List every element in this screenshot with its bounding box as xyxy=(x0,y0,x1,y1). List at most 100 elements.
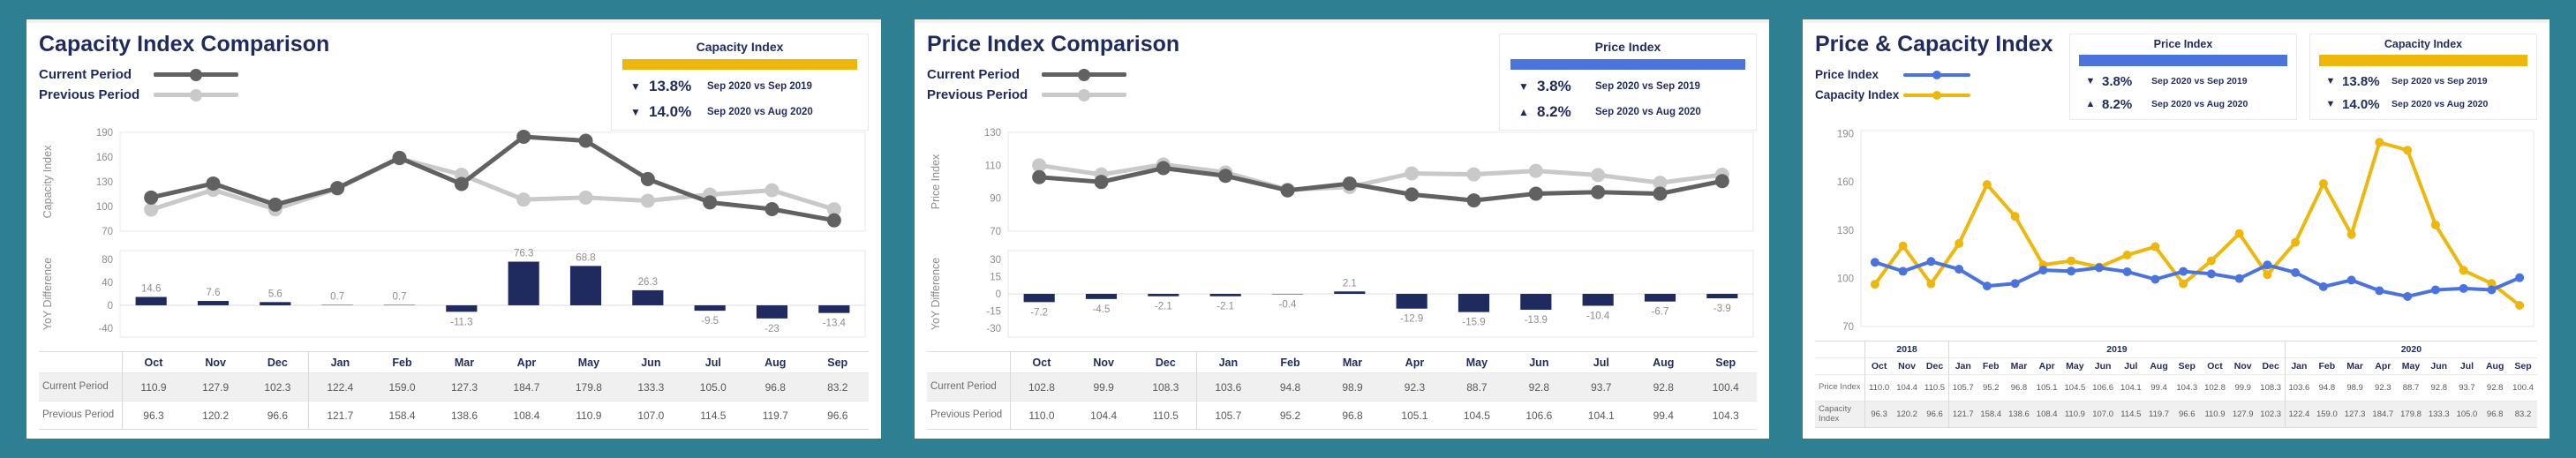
data-point-marker[interactable] xyxy=(765,201,780,216)
kpi-card-price-index[interactable]: Price Index ▼ 3.8% Sep 2020 vs Sep 2019 … xyxy=(1499,34,1757,131)
data-point-marker[interactable] xyxy=(1653,176,1668,191)
data-point-marker[interactable] xyxy=(2150,274,2160,284)
kpi-card-capacity-index[interactable]: Capacity Index ▼ 13.8% Sep 2020 vs Sep 2… xyxy=(2309,34,2537,120)
data-point-marker[interactable] xyxy=(2459,266,2468,275)
data-point-marker[interactable] xyxy=(2094,263,2104,273)
bar[interactable] xyxy=(1209,294,1241,297)
data-point-marker[interactable] xyxy=(2375,138,2384,147)
capacity-yoy-bar-chart[interactable]: 80 40 0 -40 YoY Difference 14.6 7.6 5.6 0.7 0.7 -1… xyxy=(39,244,869,348)
data-point-marker[interactable] xyxy=(640,193,655,208)
data-point-marker[interactable] xyxy=(2318,282,2328,291)
line-series-current-period[interactable] xyxy=(144,129,841,228)
data-point-marker[interactable] xyxy=(2150,242,2160,252)
bar[interactable] xyxy=(632,289,664,305)
data-point-marker[interactable] xyxy=(2291,267,2301,277)
data-point-marker[interactable] xyxy=(1342,176,1357,191)
data-point-marker[interactable] xyxy=(516,129,531,144)
data-point-marker[interactable] xyxy=(1926,257,1936,267)
bar[interactable] xyxy=(569,266,602,305)
bar[interactable] xyxy=(1582,294,1614,306)
bar[interactable] xyxy=(1644,294,1676,302)
bar[interactable] xyxy=(260,302,291,305)
data-point-marker[interactable] xyxy=(2430,220,2440,229)
bar[interactable] xyxy=(1396,294,1427,309)
data-point-marker[interactable] xyxy=(2375,286,2384,296)
data-point-marker[interactable] xyxy=(1466,193,1481,208)
price-index-line-chart[interactable]: 130 110 90 70 Price Index xyxy=(927,125,1757,242)
data-point-marker[interactable] xyxy=(578,133,593,148)
data-point-marker[interactable] xyxy=(1653,186,1668,201)
line-series-previous-period[interactable] xyxy=(1032,157,1729,197)
data-point-marker[interactable] xyxy=(1218,169,1233,184)
data-point-marker[interactable] xyxy=(2206,256,2216,266)
bar[interactable] xyxy=(1148,294,1179,297)
bar[interactable] xyxy=(694,304,726,312)
price-capacity-line-chart[interactable]: 190 160 130 100 70 xyxy=(1815,124,2537,337)
data-point-marker[interactable] xyxy=(1982,282,1992,291)
line-series-capacity-index[interactable] xyxy=(1870,138,2525,310)
price-yoy-bar-chart[interactable]: 30 15 0 -15 -30 YoY Difference -7.2 -4.5 -2.1 -2.… xyxy=(927,244,1757,348)
data-point-marker[interactable] xyxy=(1591,168,1606,183)
data-point-marker[interactable] xyxy=(1405,187,1420,202)
data-point-marker[interactable] xyxy=(2179,267,2188,276)
data-point-marker[interactable] xyxy=(1870,280,1879,289)
bar[interactable] xyxy=(1457,294,1490,312)
data-point-marker[interactable] xyxy=(1982,180,1992,190)
data-point-marker[interactable] xyxy=(1405,166,1420,181)
data-point-marker[interactable] xyxy=(2515,300,2525,310)
bar[interactable] xyxy=(1706,294,1738,299)
data-point-marker[interactable] xyxy=(2038,266,2048,275)
data-point-marker[interactable] xyxy=(826,202,841,217)
bar[interactable] xyxy=(508,261,539,305)
data-point-marker[interactable] xyxy=(2346,229,2356,239)
data-point-marker[interactable] xyxy=(2403,146,2413,155)
data-point-marker[interactable] xyxy=(2263,270,2272,280)
data-point-marker[interactable] xyxy=(1898,241,1908,251)
data-point-marker[interactable] xyxy=(516,192,531,207)
data-point-marker[interactable] xyxy=(2010,212,2020,221)
data-point-marker[interactable] xyxy=(1955,238,1964,248)
data-point-marker[interactable] xyxy=(1280,183,1295,198)
bar-series[interactable]: 14.6 7.6 5.6 0.7 0.7 -11.3 76.3 68.8 26.3 -9.5 -23… xyxy=(135,249,850,334)
data-point-marker[interactable] xyxy=(1898,267,1908,276)
data-point-marker[interactable] xyxy=(454,176,469,191)
data-point-marker[interactable] xyxy=(2263,260,2272,270)
data-point-marker[interactable] xyxy=(1926,279,1936,289)
data-point-marker[interactable] xyxy=(1156,161,1171,176)
data-point-marker[interactable] xyxy=(2206,269,2216,279)
data-point-marker[interactable] xyxy=(1032,158,1047,173)
data-point-marker[interactable] xyxy=(2459,283,2468,293)
bar[interactable] xyxy=(135,297,167,305)
bar[interactable] xyxy=(1520,294,1552,311)
data-point-marker[interactable] xyxy=(1955,265,1964,274)
bar[interactable] xyxy=(1023,294,1055,303)
data-point-marker[interactable] xyxy=(1466,167,1481,182)
bar[interactable] xyxy=(1334,291,1366,294)
line-series-current-period[interactable] xyxy=(1032,161,1729,208)
data-point-marker[interactable] xyxy=(2234,229,2244,238)
data-point-marker[interactable] xyxy=(578,190,593,205)
data-point-marker[interactable] xyxy=(2234,274,2244,283)
kpi-card-capacity-index[interactable]: Capacity Index ▼ 13.8% Sep 2020 vs Sep 2… xyxy=(611,34,869,131)
data-point-marker[interactable] xyxy=(1094,175,1109,190)
data-point-marker[interactable] xyxy=(2430,285,2440,295)
data-point-marker[interactable] xyxy=(392,150,407,165)
data-point-marker[interactable] xyxy=(1032,169,1047,184)
data-point-marker[interactable] xyxy=(2403,291,2413,301)
data-point-marker[interactable] xyxy=(2122,267,2132,276)
data-point-marker[interactable] xyxy=(765,183,780,198)
bar[interactable] xyxy=(1085,294,1118,299)
data-point-marker[interactable] xyxy=(2346,275,2356,285)
data-point-marker[interactable] xyxy=(1591,184,1606,199)
data-point-marker[interactable] xyxy=(2010,279,2020,289)
bar[interactable] xyxy=(446,304,478,312)
data-point-marker[interactable] xyxy=(1870,258,1879,267)
data-point-marker[interactable] xyxy=(703,195,718,210)
data-point-marker[interactable] xyxy=(144,202,159,217)
bar[interactable] xyxy=(1271,294,1304,295)
kpi-card-price-index[interactable]: Price Index ▼ 3.8% Sep 2020 vs Sep 2019 … xyxy=(2069,34,2297,120)
data-point-marker[interactable] xyxy=(2318,179,2328,189)
data-point-marker[interactable] xyxy=(267,197,282,212)
data-point-marker[interactable] xyxy=(1714,174,1729,189)
data-point-marker[interactable] xyxy=(2487,285,2497,295)
